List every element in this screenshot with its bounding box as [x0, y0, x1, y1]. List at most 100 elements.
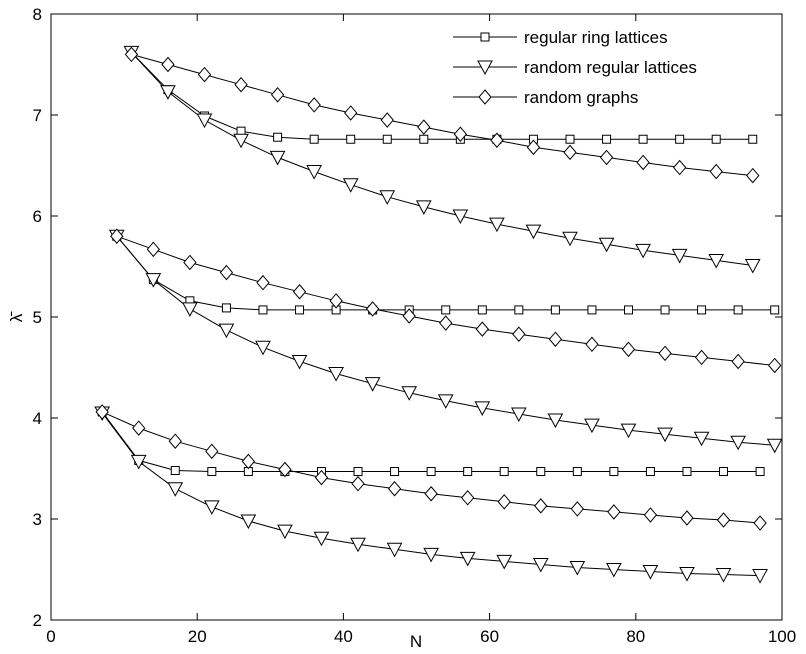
data-point-triangle-marker	[474, 401, 491, 416]
data-point-square-marker	[170, 466, 180, 476]
data-point-square-marker	[645, 467, 655, 477]
data-point-triangle-marker	[196, 113, 213, 129]
data-point-square-marker	[733, 305, 743, 315]
data-point-diamond-marker	[417, 119, 431, 135]
data-point-diamond-marker	[439, 315, 453, 331]
data-point-diamond-marker	[219, 264, 234, 281]
data-point-square-marker	[382, 134, 392, 144]
data-point-square-marker	[550, 305, 560, 315]
series-line	[131, 53, 753, 177]
data-point-diamond-marker	[110, 228, 124, 244]
data-point-diamond-marker	[329, 293, 343, 309]
data-point-diamond-marker	[599, 149, 614, 166]
data-point-diamond-marker	[453, 126, 468, 142]
data-point-diamond-marker	[380, 112, 394, 128]
data-point-triangle-marker	[635, 243, 651, 259]
data-point-diamond-marker	[256, 274, 270, 291]
legend-triangle-marker	[477, 60, 493, 76]
data-point-diamond-marker	[161, 56, 175, 73]
x-tick-label: 40	[334, 627, 353, 646]
data-point-diamond-marker	[197, 66, 212, 83]
x-tick-label: 80	[626, 627, 645, 646]
data-point-triangle-marker	[766, 438, 783, 454]
y-tick-label: 2	[33, 611, 42, 630]
data-point-diamond-marker	[95, 404, 109, 420]
data-point-triangle-marker	[744, 258, 761, 274]
data-point-diamond-marker	[621, 341, 636, 358]
data-point-triangle-marker	[562, 231, 578, 247]
data-point-triangle-marker	[203, 500, 220, 515]
x-tick-label: 20	[188, 627, 207, 646]
y-axis-label-text: λ̄	[7, 311, 26, 323]
data-point-triangle-marker	[693, 431, 710, 447]
data-point-triangle-marker	[160, 85, 176, 100]
data-point-triangle-marker	[569, 560, 586, 576]
data-point-diamond-marker	[351, 475, 365, 492]
data-point-triangle-marker	[255, 340, 271, 356]
data-point-triangle-marker	[342, 178, 359, 193]
data-point-triangle-marker	[496, 554, 513, 570]
data-point-square-marker	[675, 134, 685, 144]
data-point-diamond-marker	[643, 507, 658, 523]
axes-layer: 0 20 40 60 80 100 2 3 4 5 6 7 8	[33, 5, 797, 646]
data-point-square-marker	[463, 467, 473, 477]
legend-item-square: regular ring lattices	[453, 28, 668, 47]
y-tick-label: 6	[33, 207, 42, 226]
data-point-triangle-marker	[386, 542, 403, 558]
data-point-triangle-marker	[679, 567, 695, 582]
data-point-triangle-marker	[364, 377, 381, 392]
data-point-square-marker	[602, 134, 612, 144]
data-point-diamond-marker	[292, 283, 307, 300]
data-point-square-marker	[770, 305, 780, 315]
data-point-diamond-marker	[607, 504, 621, 520]
data-point-triangle-marker	[423, 547, 439, 563]
data-point-diamond-marker	[694, 349, 709, 366]
data-point-diamond-marker	[307, 97, 321, 113]
legend-label: random graphs	[524, 88, 638, 107]
data-point-diamond-marker	[234, 76, 248, 93]
data-point-diamond-marker	[709, 163, 723, 180]
series-diamond-group-2	[110, 228, 782, 374]
y-tick-label: 3	[33, 510, 42, 529]
data-point-square-marker	[638, 134, 648, 144]
legend-square-marker	[480, 32, 490, 42]
data-point-triangle-marker	[401, 386, 418, 401]
data-point-square-marker	[623, 305, 633, 315]
data-point-diamond-marker	[570, 501, 584, 517]
data-point-diamond-marker	[716, 512, 731, 528]
legend-label: random regular lattices	[524, 58, 697, 77]
data-point-triangle-marker	[525, 224, 542, 240]
series-diamond-group-3	[95, 404, 767, 531]
data-point-square-marker	[499, 467, 509, 477]
data-point-triangle-marker	[379, 190, 396, 205]
data-point-diamond-marker	[475, 321, 489, 337]
data-point-square-marker	[660, 305, 670, 315]
data-point-triangle-marker	[532, 557, 549, 573]
data-point-triangle-marker	[437, 394, 454, 409]
data-point-diamond-marker	[402, 308, 416, 324]
legend-label: regular ring lattices	[524, 28, 668, 47]
data-point-triangle-marker	[752, 569, 768, 584]
y-tick-label: 5	[33, 308, 42, 327]
data-point-triangle-marker	[584, 418, 600, 434]
series-layer	[94, 45, 783, 584]
data-point-triangle-marker	[277, 524, 293, 540]
data-point-diamond-marker	[183, 254, 197, 271]
legend-item-triangle-down: random regular lattices	[453, 58, 697, 77]
series-triangle-down-group-3	[94, 406, 768, 584]
data-point-triangle-marker	[708, 253, 725, 269]
y-tick-label: 7	[33, 106, 42, 125]
data-point-diamond-marker	[387, 480, 402, 497]
data-point-diamond-marker	[753, 515, 767, 531]
data-point-square-marker	[353, 467, 363, 477]
data-point-square-marker	[309, 134, 319, 144]
data-point-square-marker	[273, 132, 283, 142]
series-triangle-down-group-1	[123, 45, 761, 274]
y-tick-label: 8	[33, 5, 42, 24]
y-tick-label: 4	[33, 409, 42, 428]
data-point-square-marker	[536, 467, 546, 477]
data-point-triangle-marker	[715, 568, 732, 583]
data-point-diamond-marker	[512, 326, 526, 342]
data-point-diamond-marker	[241, 453, 256, 470]
data-point-diamond-marker	[548, 331, 563, 347]
